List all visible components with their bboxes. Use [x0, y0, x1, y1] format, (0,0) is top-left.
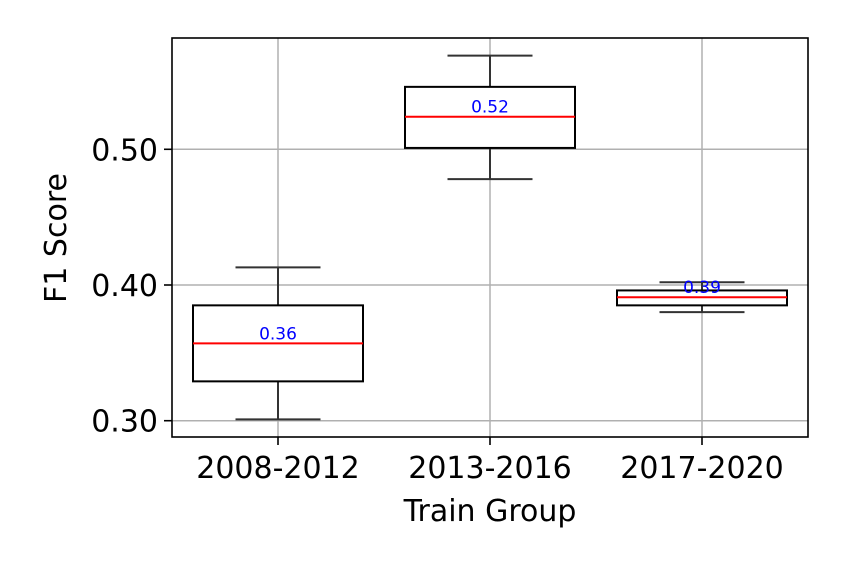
- y-axis-label: F1 Score: [39, 173, 74, 303]
- axis-ticks: 0.30 0.40 0.50 2008-2012 2013-2016 2017-2020: [91, 133, 784, 486]
- median-value-label: 0.36: [259, 324, 297, 344]
- y-tick-label: 0.50: [91, 133, 158, 168]
- box-series: 0.36 0.52 0.39: [192, 54, 788, 421]
- x-axis-label: Train Group: [403, 494, 577, 529]
- median-value-label: 0.52: [471, 98, 509, 118]
- y-tick-label: 0.40: [91, 269, 158, 304]
- box-group-2017-2020: 0.39: [616, 278, 788, 314]
- y-tick-label: 0.30: [91, 405, 158, 440]
- median-value-label: 0.39: [683, 278, 721, 298]
- box-group-2013-2016: 0.52: [404, 54, 576, 181]
- box-group-2008-2012: 0.36: [192, 266, 364, 421]
- x-tick-label: 2008-2012: [196, 451, 360, 486]
- x-tick-label: 2017-2020: [620, 451, 784, 486]
- x-tick-label: 2013-2016: [408, 451, 572, 486]
